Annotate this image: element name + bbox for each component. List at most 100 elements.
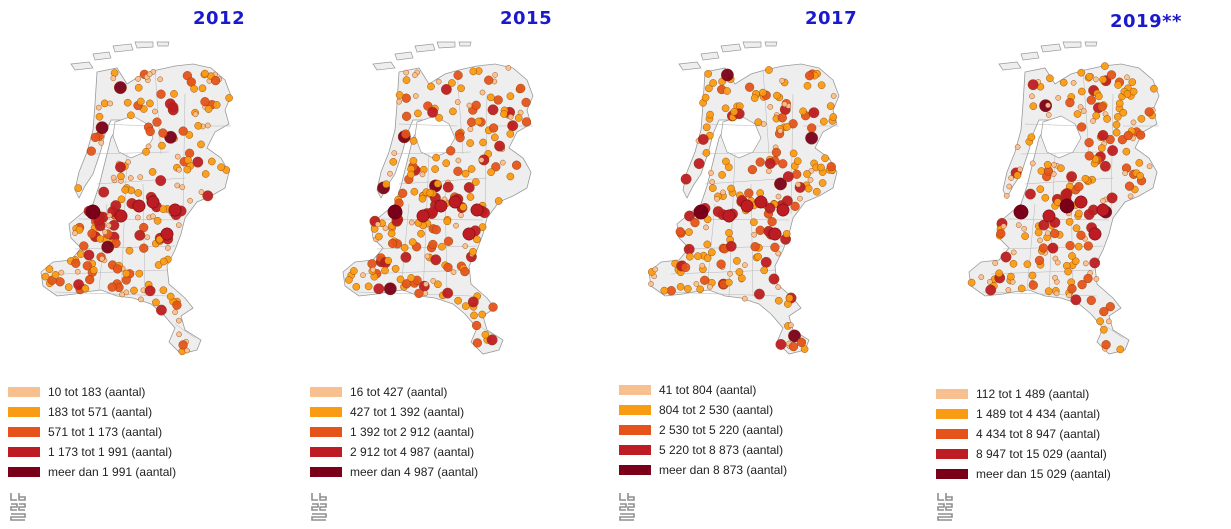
municipality-dot [192,156,204,168]
year-title: 2012 [193,8,246,29]
municipality-dot [714,196,720,202]
municipality-dot [1054,259,1061,266]
municipality-dot [1007,272,1015,281]
municipality-dot [727,270,733,277]
municipality-dot [435,114,443,122]
logo-stroke [18,503,26,511]
municipality-dot [86,146,96,156]
municipality-dot [1021,232,1029,240]
municipality-dot [87,229,97,239]
municipality-dot [1136,130,1146,140]
municipality-dot [1029,160,1036,167]
municipality-dot [1015,222,1022,228]
municipality-dot [1114,81,1122,89]
municipality-dot [207,157,216,166]
municipality-dot [1034,255,1045,266]
municipality-dot [204,122,211,129]
municipality-dot [751,231,757,238]
logo-stroke [619,513,635,521]
municipality-dot [212,101,221,109]
municipality-dot [443,262,453,273]
municipality-dot [764,158,776,169]
municipality-dot [427,106,439,118]
municipality-dot [184,156,192,164]
municipality-dot [1105,318,1112,325]
municipality-dot [352,282,361,291]
municipality-dot [1115,99,1124,108]
municipality-dot [148,168,157,176]
municipality-dot [1112,128,1121,137]
municipality-dot [1059,198,1075,214]
municipality-dot [175,317,182,324]
municipality-dot [812,187,821,196]
municipality-dot [442,159,450,167]
legend-swatch [310,387,342,397]
municipality-dot [705,84,713,93]
municipality-dot [967,278,976,287]
municipality-dot [1013,204,1029,220]
municipality-dot [1095,92,1103,101]
municipality-dot [507,114,514,120]
municipality-dot [829,113,838,121]
cbs-logo-icon [10,493,26,521]
municipality-dot [462,302,470,310]
municipality-dot [992,260,999,266]
municipality-dot [722,209,736,223]
municipality-dot [145,126,155,137]
municipality-dot [387,238,398,249]
legend-item: meer dan 8 873 (aantal) [619,460,787,480]
municipality-dot [760,256,772,268]
municipality-dot [1029,93,1035,100]
municipality-dot [83,249,95,261]
municipality-dot [1099,160,1111,172]
municipality-dot [165,245,171,251]
legend-label: 1 173 tot 1 991 (aantal) [48,445,173,459]
municipality-dot [487,168,495,176]
municipality-dot [146,71,153,78]
municipality-dot [135,214,141,221]
municipality-dot [803,82,812,90]
municipality-dot [986,279,993,285]
municipality-dot [41,272,50,281]
municipality-dot [402,76,411,84]
legend-label: 804 tot 2 530 (aantal) [659,403,774,417]
municipality-dot [183,165,192,174]
municipality-dot [1106,192,1118,204]
municipality-dot [1027,133,1036,141]
municipality-dot [134,189,143,197]
municipality-dot [1086,295,1096,306]
municipality-dot [1078,87,1086,96]
legend-item: 571 tot 1 173 (aantal) [8,422,176,442]
municipality-dot [459,203,468,211]
legend: 112 tot 1 489 (aantal) 1 489 tot 4 434 (… [936,384,1111,484]
municipality-dot [461,169,470,178]
legend-label: meer dan 4 987 (aantal) [350,465,479,479]
legend-item: 5 220 tot 8 873 (aantal) [619,440,787,460]
municipality-dot [418,194,427,203]
municipality-dot [1045,102,1051,109]
municipality-dot [152,117,162,127]
municipality-dot [699,262,706,269]
municipality-dot [1066,171,1078,183]
municipality-dot [777,113,787,123]
municipality-dot [779,77,785,84]
municipality-dot [430,277,436,284]
municipality-dot [159,205,168,213]
municipality-dot [725,163,733,172]
municipality-dot [443,236,454,246]
municipality-dot [1070,294,1082,306]
municipality-dot [190,85,198,93]
municipality-dot [159,286,168,295]
logo-stroke [619,503,627,511]
municipality-dot [699,275,710,285]
map-panel-2017: 2017 41 tot 804 (aantal) 804 tot 2 530 (… [605,0,920,529]
municipality-dot [1038,243,1049,253]
municipality-dot [1028,271,1037,280]
cbs-logo-icon [311,493,327,521]
municipality-dot [1146,163,1153,170]
ijsselmeer [720,115,762,159]
municipality-dot [1043,161,1052,169]
logo-stroke [319,503,327,511]
municipality-dot [1127,193,1134,200]
municipality-dot [499,159,506,166]
